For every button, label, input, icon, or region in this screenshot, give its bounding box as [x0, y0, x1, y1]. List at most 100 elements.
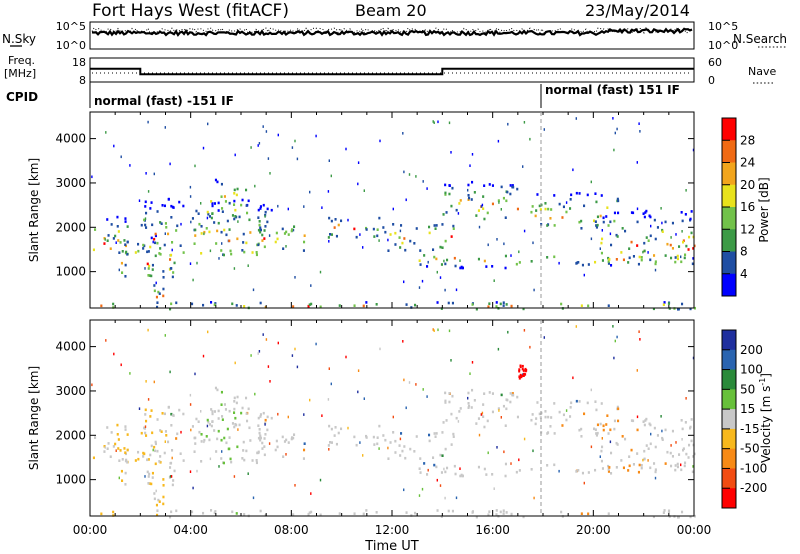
power-cell — [596, 215, 599, 219]
velocity-cell — [595, 432, 598, 435]
power-cell — [543, 128, 545, 131]
power-cell — [224, 200, 227, 203]
velocity-cell — [192, 486, 194, 490]
velocity-cell — [137, 457, 140, 461]
velocity-cell — [340, 427, 343, 431]
power-cell — [114, 234, 117, 238]
noise-frame — [89, 21, 695, 50]
power-cell — [435, 224, 438, 227]
power-cell — [129, 164, 131, 167]
velocity-cell — [493, 487, 495, 490]
power-cell — [210, 301, 213, 304]
velocity-cell — [570, 401, 573, 405]
power-cell — [450, 151, 452, 154]
velocity-cell — [578, 428, 581, 432]
velocity-cell — [442, 421, 445, 424]
velocity-cell — [607, 470, 610, 473]
power-cell — [292, 305, 295, 308]
velocity-cell — [458, 410, 461, 413]
velocity-cell — [109, 455, 112, 458]
velocity-cell — [170, 475, 173, 478]
velocity-cell — [676, 465, 679, 469]
x-axis-label: Time UT — [364, 539, 418, 554]
power-data — [91, 117, 696, 311]
power-cell — [121, 271, 124, 274]
power-cell — [142, 247, 145, 250]
velocity-cell — [167, 405, 170, 409]
power-cell — [191, 302, 194, 306]
velocity-cell — [690, 439, 693, 443]
power-cell — [643, 241, 646, 245]
velocity-cell — [495, 509, 498, 512]
velocity-cell — [200, 460, 203, 463]
velocity-cell — [160, 430, 163, 433]
power-cell — [211, 204, 214, 208]
power-cell — [263, 237, 266, 240]
power-cell — [277, 204, 279, 208]
power-cell — [666, 242, 669, 246]
power-cell — [428, 231, 431, 235]
velocity-cell — [607, 464, 610, 468]
velocity-cell — [500, 416, 502, 419]
power-cell — [404, 248, 407, 252]
velocity-cell — [189, 470, 192, 473]
power-cell — [203, 230, 206, 234]
velocity-colorbar-bin — [722, 409, 736, 430]
power-cell — [241, 198, 244, 202]
velocity-cell — [276, 445, 279, 449]
power-cell — [246, 211, 249, 215]
power-cell — [170, 204, 173, 208]
power-cell — [664, 254, 667, 257]
velocity-cell — [404, 456, 407, 460]
power-cell — [147, 120, 149, 124]
velocity-cell — [606, 414, 609, 417]
power-cell — [303, 205, 305, 208]
velocity-cell — [147, 398, 150, 401]
velocity-cell — [654, 445, 657, 449]
power-cell — [382, 226, 385, 229]
velocity-cell — [257, 436, 260, 440]
velocity-cell — [194, 372, 196, 376]
velocity-cell — [261, 441, 264, 445]
power-cell — [503, 242, 505, 246]
velocity-cell — [510, 512, 513, 516]
velocity-cell — [647, 459, 649, 462]
velocity-cell — [637, 470, 640, 474]
velocity-cell — [610, 472, 613, 475]
velocity-cell — [103, 450, 106, 453]
velocity-cell — [593, 427, 596, 431]
power-cell — [115, 241, 117, 244]
power-cell — [220, 249, 223, 252]
velocity-cell — [628, 455, 631, 458]
velocity-cell — [482, 415, 485, 418]
velocity-cell — [638, 463, 641, 467]
power-cell — [451, 186, 454, 190]
power-cell — [170, 267, 173, 270]
velocity-cell — [171, 449, 174, 452]
velocity-cell — [151, 476, 154, 479]
power-cell — [150, 274, 153, 278]
power-cell — [426, 187, 428, 190]
velocity-cell — [530, 468, 533, 471]
velocity-cell — [521, 367, 524, 371]
velocity-cell — [434, 435, 437, 438]
velocity-cell — [607, 432, 610, 435]
power-cell — [151, 223, 154, 227]
velocity-cell — [546, 432, 549, 435]
power-cell — [384, 230, 387, 234]
power-cell — [247, 264, 249, 267]
power-cell — [654, 260, 657, 263]
power-cell — [678, 245, 681, 248]
power-cell — [200, 225, 203, 228]
power-cell — [675, 233, 677, 236]
power-cell — [403, 280, 405, 284]
power-cell — [156, 305, 159, 309]
velocity-cell — [421, 487, 424, 491]
power-cell — [153, 172, 155, 176]
power-cell — [458, 202, 461, 205]
velocity-cell — [518, 369, 521, 373]
power-cell — [257, 228, 260, 232]
power-cell — [570, 193, 573, 197]
power-cell — [363, 189, 365, 192]
freq-line — [90, 67, 694, 76]
